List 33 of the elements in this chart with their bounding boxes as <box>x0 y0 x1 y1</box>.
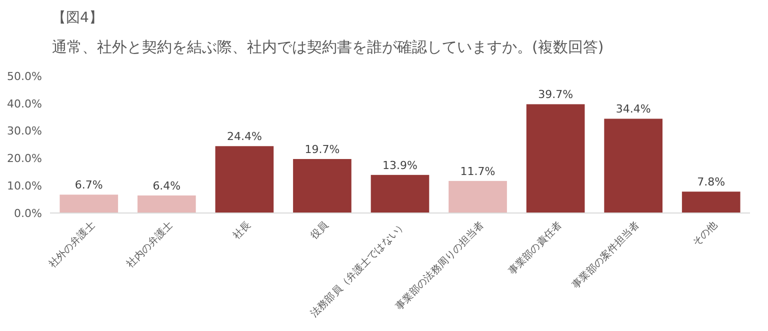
data-label: 39.7% <box>538 88 574 102</box>
y-tick-label: 10.0% <box>7 179 42 192</box>
bar <box>138 195 196 213</box>
x-tick-label: 社長 <box>230 219 254 242</box>
bar <box>293 159 352 213</box>
chart-title: 【図4】 <box>52 10 103 26</box>
data-label: 34.4% <box>616 102 651 116</box>
data-label: 19.7% <box>304 143 340 156</box>
x-tick-label: 事業部の責任者 <box>506 219 564 278</box>
bar <box>526 104 585 213</box>
y-tick-label: 40.0% <box>7 97 42 110</box>
x-tick-label: 社内の弁護士 <box>124 219 176 270</box>
data-label: 7.8% <box>697 176 726 189</box>
x-tick-label: 社外の弁護士 <box>46 219 98 270</box>
y-tick-label: 20.0% <box>7 152 42 166</box>
y-tick-label: 0.0% <box>14 206 42 220</box>
x-tick-label: 事業部の案件担当者 <box>570 219 642 292</box>
chart-subtitle: 通常、社外と契約を結ぶ際、社内では契約書を誰が確認していますか。(複数回答) <box>52 38 604 56</box>
x-tick-label: その他 <box>690 219 720 249</box>
data-label: 6.4% <box>152 179 181 192</box>
y-tick-label: 50.0% <box>7 70 42 83</box>
bar <box>370 174 430 213</box>
data-label: 6.7% <box>74 178 103 192</box>
data-label: 13.9% <box>382 158 418 172</box>
bar <box>448 180 507 213</box>
y-tick-label: 30.0% <box>7 124 42 138</box>
bar <box>604 118 662 213</box>
bar <box>215 146 274 213</box>
bar <box>682 192 740 213</box>
x-tick-label: 役員 <box>308 220 331 242</box>
data-label: 24.4% <box>226 130 262 144</box>
bar <box>60 194 118 213</box>
data-label: 11.7% <box>460 164 496 178</box>
